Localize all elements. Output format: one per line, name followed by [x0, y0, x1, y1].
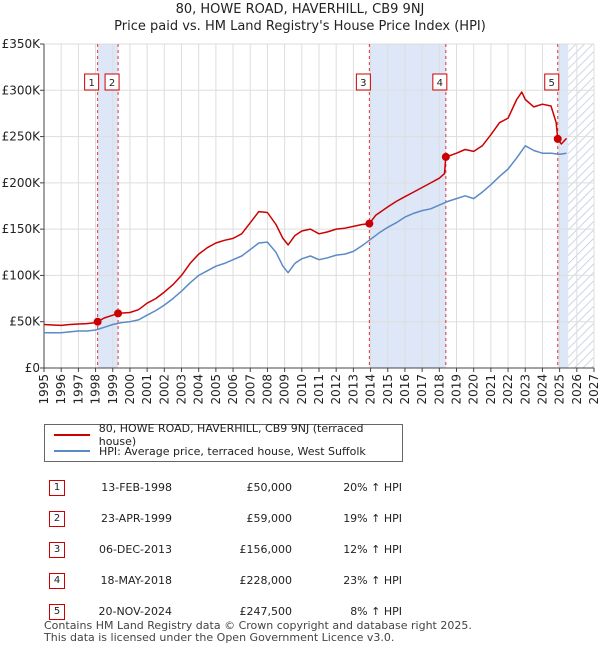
legend-label-property: 80, HOWE ROAD, HAVERHILL, CB9 9NJ (terra… — [98, 422, 364, 448]
sales-table: 1 13-FEB-1998 £50,000 20% ↑ HPI 2 23-APR… — [42, 472, 402, 627]
sale-price: £247,500 — [239, 605, 293, 618]
x-tick-label: 2022 — [501, 374, 515, 405]
table-row: 4 18-MAY-2018 £228,000 23% ↑ HPI — [42, 565, 402, 596]
shaded-period — [557, 44, 569, 368]
x-tick-label: 2009 — [278, 374, 292, 405]
x-tick-label: 1996 — [54, 374, 68, 405]
y-tick-label: £250K — [2, 130, 42, 144]
x-tick-label: 2011 — [312, 374, 326, 405]
shaded-period — [369, 44, 446, 368]
sale-number-label: 3 — [360, 78, 366, 89]
sale-number-badge: 3 — [49, 541, 65, 558]
x-tick-label: 2012 — [329, 374, 343, 405]
sale-number-badge: 2 — [49, 510, 65, 527]
legend-swatch-hpi — [54, 450, 90, 452]
x-tick-label: 2019 — [450, 374, 464, 405]
sale-point — [365, 219, 374, 228]
x-tick-label: 1998 — [89, 374, 103, 405]
x-tick-label: 2002 — [157, 374, 171, 405]
sale-hpi-diff: 23% ↑ HPI — [343, 574, 402, 587]
sale-number-label: 2 — [109, 78, 115, 89]
x-tick-label: 2017 — [415, 374, 429, 405]
x-tick-label: 2000 — [123, 374, 137, 405]
sale-price: £59,000 — [246, 512, 293, 525]
sale-point — [553, 134, 562, 143]
sale-point — [441, 152, 450, 161]
legend-label-hpi: HPI: Average price, terraced house, West… — [99, 444, 366, 458]
sale-point — [93, 317, 102, 326]
price-chart: £0 £50K £100K £150K £200K £250K £300K £350K 1995… — [2, 37, 600, 405]
footer-licence: This data is licensed under the Open Gov… — [44, 631, 395, 644]
y-tick-label: £200K — [2, 176, 42, 190]
sale-date: 13-FEB-1998 — [101, 481, 172, 494]
x-tick-label: 2021 — [484, 374, 498, 405]
x-tick-label: 2020 — [467, 374, 481, 405]
sale-number-box — [104, 73, 120, 91]
table-row: 1 13-FEB-1998 £50,000 20% ↑ HPI — [42, 472, 402, 503]
legend-item-property: 80, HOWE ROAD, HAVERHILL, CB9 9NJ (terra… — [45, 422, 402, 448]
x-tick-label: 2014 — [364, 374, 378, 405]
y-tick-label: £100K — [2, 268, 42, 282]
y-tick-label: £350K — [2, 37, 42, 51]
sale-number-badge: 5 — [49, 603, 65, 620]
chart-title-address: 80, HOWE ROAD, HAVERHILL, CB9 9NJ — [175, 2, 425, 17]
sale-hpi-diff: 12% ↑ HPI — [343, 543, 402, 556]
x-tick-label: 2007 — [243, 374, 257, 405]
y-tick-label: £300K — [2, 83, 42, 97]
x-tick-label: 2003 — [175, 374, 189, 405]
x-tick-label: 2004 — [192, 374, 206, 405]
x-tick-label: 2024 — [535, 374, 549, 405]
x-tick-label: 2025 — [553, 374, 567, 405]
y-tick-label: £0 — [25, 361, 40, 375]
sale-number-box — [84, 73, 100, 91]
x-tick-label: 2001 — [140, 374, 154, 405]
x-tick-label: 2026 — [570, 374, 584, 405]
y-tick-label: £50K — [9, 315, 41, 329]
sale-point — [114, 309, 123, 318]
sale-number-box — [355, 73, 371, 91]
x-tick-label: 1995 — [37, 374, 51, 405]
y-tick-label: £150K — [2, 222, 42, 236]
sale-number-box — [544, 73, 560, 91]
sale-date: 20-NOV-2024 — [98, 605, 172, 618]
sale-number-label: 1 — [88, 78, 94, 89]
x-tick-label: 2018 — [432, 374, 446, 405]
chart-legend: 80, HOWE ROAD, HAVERHILL, CB9 9NJ (terra… — [44, 422, 403, 462]
sale-hpi-diff: 20% ↑ HPI — [343, 481, 402, 494]
sale-hpi-diff: 19% ↑ HPI — [343, 512, 402, 525]
table-row: 3 06-DEC-2013 £156,000 12% ↑ HPI — [42, 534, 402, 565]
sale-number-box — [432, 73, 448, 91]
hatched-future-period — [568, 44, 594, 368]
hpi-line — [44, 145, 567, 334]
sale-number-label: 5 — [549, 78, 555, 89]
x-tick-label: 2023 — [518, 374, 532, 405]
footer-copyright: Contains HM Land Registry data © Crown c… — [44, 619, 472, 632]
sale-price: £228,000 — [239, 574, 293, 587]
x-tick-label: 2027 — [587, 374, 600, 405]
sale-hpi-diff: 8% ↑ HPI — [350, 605, 402, 618]
sale-date: 18-MAY-2018 — [100, 574, 172, 587]
x-tick-label: 2015 — [381, 374, 395, 405]
x-tick-label: 2006 — [226, 374, 240, 405]
legend-item-hpi: HPI: Average price, terraced house, West… — [45, 443, 366, 459]
x-tick-label: 2016 — [398, 374, 412, 405]
x-tick-label: 1997 — [71, 374, 85, 405]
chart-title-subtitle: Price paid vs. HM Land Registry's House … — [114, 19, 486, 34]
sale-price: £156,000 — [239, 543, 293, 556]
property-price-line — [43, 91, 568, 327]
sale-price: £50,000 — [246, 481, 293, 494]
sale-number-badge: 4 — [49, 572, 65, 589]
table-row: 5 20-NOV-2024 £247,500 8% ↑ HPI — [42, 596, 402, 627]
sale-date: 23-APR-1999 — [100, 512, 172, 525]
sale-number-badge: 1 — [49, 479, 65, 496]
legend-swatch-property — [54, 434, 90, 436]
x-tick-label: 2010 — [295, 374, 309, 405]
x-tick-label: 2013 — [346, 374, 360, 405]
x-tick-label: 2005 — [209, 374, 223, 405]
table-row: 2 23-APR-1999 £59,000 19% ↑ HPI — [42, 503, 402, 534]
x-tick-label: 2008 — [260, 374, 274, 405]
sale-number-label: 4 — [437, 78, 443, 89]
sale-date: 06-DEC-2013 — [98, 543, 172, 556]
x-tick-label: 1999 — [106, 374, 120, 405]
